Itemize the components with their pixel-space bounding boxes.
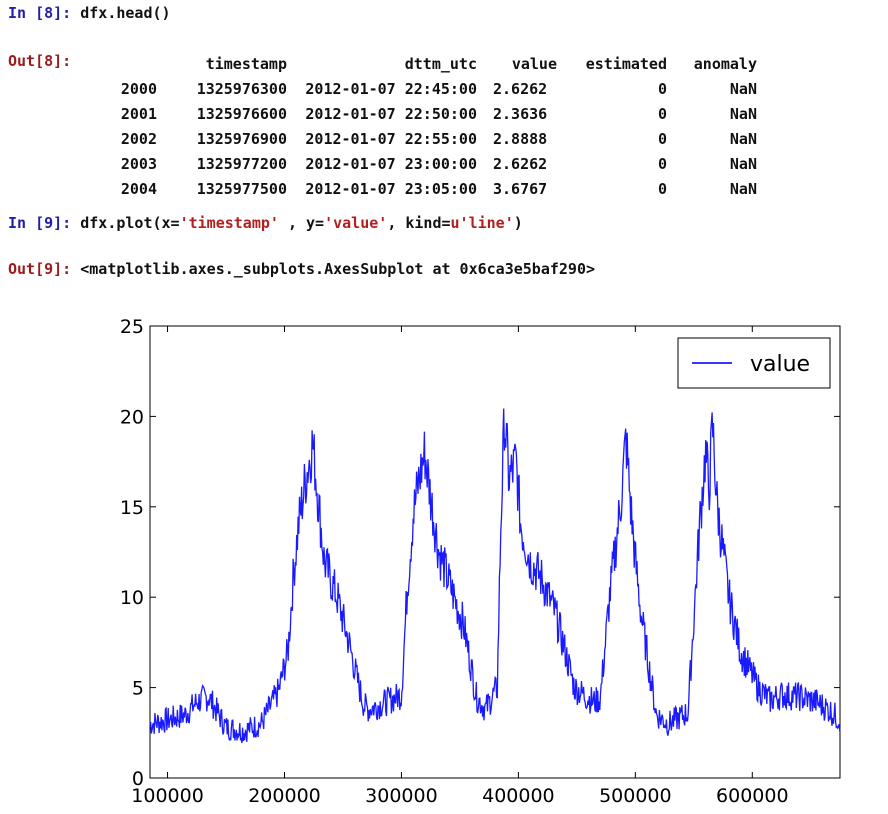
row-index: 2003: [120, 155, 157, 173]
code-string: 'timestamp': [179, 214, 279, 232]
column-header: value: [511, 55, 557, 73]
table-cell: NaN: [729, 130, 757, 148]
plot-area: [149, 325, 841, 779]
table-cell: 1325976900: [196, 130, 287, 148]
column-header: timestamp: [205, 55, 287, 73]
row-index: 2001: [120, 105, 157, 123]
column-header: estimated: [585, 55, 667, 73]
row-index: 2002: [120, 130, 157, 148]
code-token: , kind=: [387, 214, 451, 232]
code-line[interactable]: dfx.head(): [80, 4, 171, 22]
code-token: ): [513, 214, 523, 232]
table-cell: 1325976600: [196, 105, 287, 123]
table-cell: 2.6262: [493, 155, 548, 173]
input-cell-8[interactable]: In [8]: dfx.head(): [8, 4, 880, 22]
code-line[interactable]: dfx.plot(x='timestamp' , y='value', kind…: [80, 214, 523, 232]
table-row: 2002 1325976900 2012-01-07 22:55:00 2.8888 0…: [82, 127, 757, 152]
y-tick-label: 0: [132, 768, 144, 790]
table-cell: 2012-01-07 22:45:00: [305, 80, 477, 98]
y-tick-label: 20: [120, 406, 144, 428]
table-cell: 0: [657, 155, 667, 173]
table-cell: 2.8888: [493, 130, 548, 148]
table-header-row: timestamp dttm_utc value estimated anomaly: [82, 52, 757, 77]
table-row: 2003 1325977200 2012-01-07 23:00:00 2.6262 0…: [82, 152, 757, 177]
x-tick-label: 500000: [599, 785, 672, 807]
output-cell-9: Out[9]: <matplotlib.axes._subplots.AxesS…: [8, 260, 880, 278]
row-index: 2000: [120, 80, 157, 98]
table-cell: 2012-01-07 23:05:00: [305, 180, 477, 198]
y-tick-label: 15: [120, 497, 144, 519]
table-cell: 2.3636: [493, 105, 548, 123]
output-text: <matplotlib.axes._subplots.AxesSubplot a…: [80, 260, 596, 278]
output-cell-8: Out[8]:: [8, 52, 880, 70]
legend-label: value: [750, 352, 810, 377]
row-index: 2004: [120, 180, 157, 198]
column-header: [82, 52, 157, 77]
output-prompt: Out[9]:: [8, 260, 72, 278]
input-prompt: In [8]:: [8, 4, 72, 22]
table-cell: 1325976300: [196, 80, 287, 98]
input-cell-9[interactable]: In [9]: dfx.plot(x='timestamp' , y='valu…: [8, 214, 880, 232]
output-prompt: Out[8]:: [8, 52, 72, 70]
code-token: , y=: [278, 214, 325, 232]
table-cell: 2012-01-07 22:55:00: [305, 130, 477, 148]
x-tick-label: 600000: [716, 785, 789, 807]
y-tick-label: 10: [120, 587, 144, 609]
column-header: dttm_utc: [404, 55, 477, 73]
table-cell: 2012-01-07 22:50:00: [305, 105, 477, 123]
y-tick-label: 25: [120, 316, 144, 338]
input-prompt: In [9]:: [8, 214, 72, 232]
table-cell: NaN: [729, 105, 757, 123]
table-cell: 2.6262: [493, 80, 548, 98]
table-cell: 2012-01-07 23:00:00: [305, 155, 477, 173]
table-cell: 0: [657, 105, 667, 123]
table-cell: NaN: [729, 80, 757, 98]
table-cell: 3.6767: [493, 180, 548, 198]
x-tick-label: 400000: [482, 785, 555, 807]
code-token: dfx.plot(x=: [80, 214, 180, 232]
table-cell: NaN: [729, 155, 757, 173]
table-cell: 1325977500: [196, 180, 287, 198]
column-header: anomaly: [693, 55, 757, 73]
table-cell: 0: [657, 130, 667, 148]
table-row: 2000 1325976300 2012-01-07 22:45:00 2.6262 0…: [82, 77, 757, 102]
table-cell: 1325977200: [196, 155, 287, 173]
y-tick-label: 5: [132, 678, 144, 700]
table-row: 2001 1325976600 2012-01-07 22:50:00 2.3636 0…: [82, 102, 757, 127]
dataframe-table: timestamp dttm_utc value estimated anomaly 2…: [82, 52, 757, 202]
table-row: 2004 1325977500 2012-01-07 23:05:00 3.6767 0…: [82, 177, 757, 202]
code-string: u'line': [450, 214, 514, 232]
table-cell: 0: [657, 180, 667, 198]
series-line-value: [149, 408, 841, 744]
x-tick-label: 200000: [248, 785, 321, 807]
code-string: 'value': [324, 214, 388, 232]
x-tick-label: 300000: [365, 785, 438, 807]
x-tick-label: 100000: [131, 785, 204, 807]
table-cell: 0: [657, 80, 667, 98]
line-chart: 0 5 10 15 20 25 100000 200000 300000 400000 500000…: [120, 316, 841, 807]
table-cell: NaN: [729, 180, 757, 198]
